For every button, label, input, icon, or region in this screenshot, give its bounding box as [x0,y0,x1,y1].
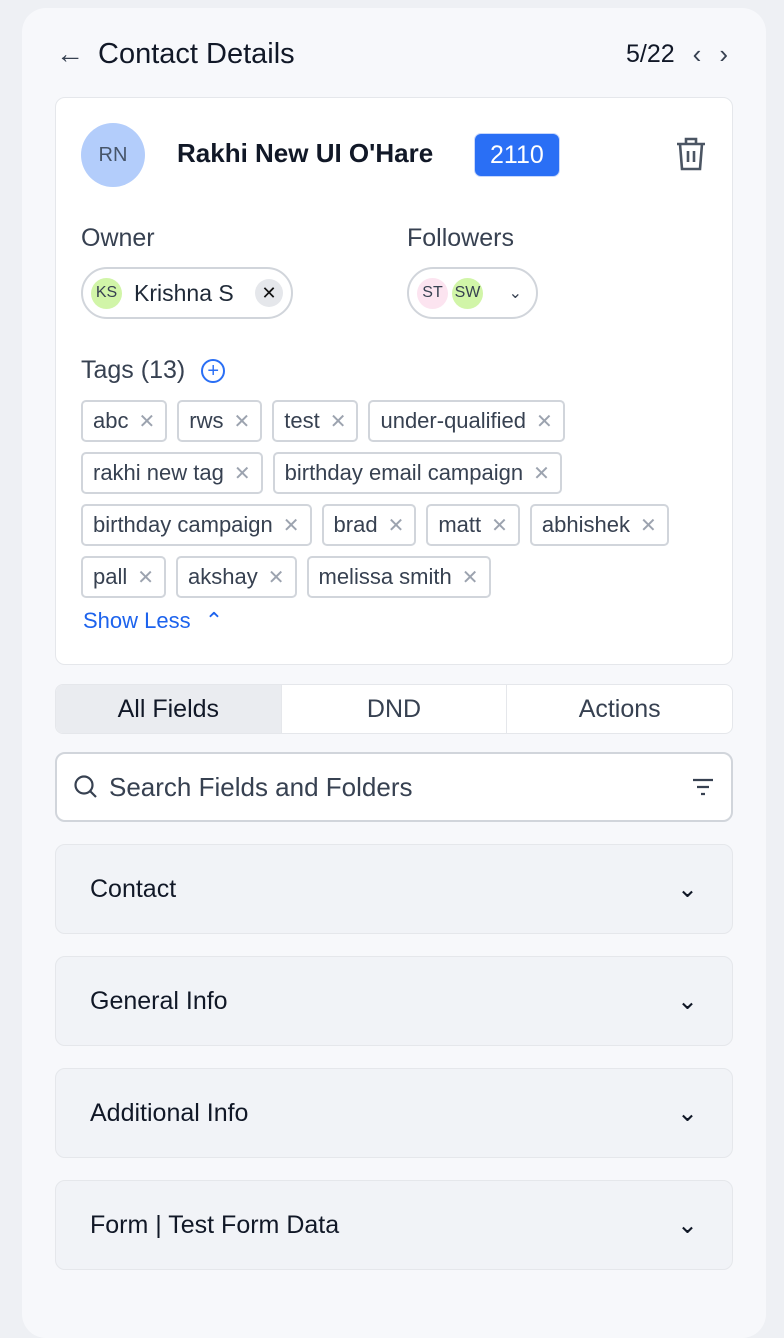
show-less-label: Show Less [83,608,191,633]
tags-label: Tags (13) [81,356,186,384]
tag-label: melissa smith [318,564,452,589]
chevron-up-icon: ⌃ [204,608,224,633]
remove-tag-icon[interactable]: ✕ [461,566,479,589]
follower-avatar: ST [417,277,448,309]
remove-tag-icon[interactable]: ✕ [640,514,657,537]
back-arrow-icon[interactable]: ← [56,38,84,69]
remove-tag-icon[interactable]: ✕ [282,514,300,537]
remove-tag-icon[interactable]: ✕ [533,462,550,485]
add-tag-icon[interactable]: + [201,358,226,383]
avatar: RN [81,123,145,187]
tag[interactable]: rws ✕ [177,400,263,442]
tag[interactable]: akshay ✕ [176,556,297,598]
tab-actions[interactable]: Actions [506,685,732,733]
followers-select[interactable]: ST SW ⌄ [407,267,538,319]
tag[interactable]: abhishek ✕ [529,504,669,546]
remove-tag-icon[interactable]: ✕ [137,566,155,589]
trash-icon[interactable] [674,136,708,172]
chevron-down-icon: ⌄ [677,1099,698,1127]
tab-all-fields[interactable]: All Fields [56,685,281,733]
header: ← Contact Details 5/22 ‹ › [56,32,728,76]
owner-avatar: KS [91,277,122,309]
section-title: Contact [90,874,177,903]
tag-label: brad [333,512,378,537]
section-contact[interactable]: Contact ⌄ [55,844,733,934]
remove-tag-icon[interactable]: ✕ [387,514,405,537]
tag-label: rws [189,408,224,433]
tag-label: abhishek [541,512,630,537]
tag-label: abc [93,408,129,433]
section-title: General Info [90,986,228,1015]
tag[interactable]: brad ✕ [321,504,417,546]
remove-tag-icon[interactable]: ✕ [267,566,285,589]
section-additional-info[interactable]: Additional Info ⌄ [55,1068,733,1158]
tag[interactable]: under-qualified ✕ [368,400,565,442]
tag-list: abc ✕ rws ✕ test ✕ under-qualified ✕ rakhi n… [81,400,711,598]
chevron-down-icon: ⌄ [677,987,698,1015]
search-placeholder: Search Fields and Folders [109,771,413,802]
contact-name: Rakhi New UI O'Hare [177,138,434,168]
tag[interactable]: rakhi new tag ✕ [81,452,263,494]
tag-label: matt [438,512,482,537]
remove-tag-icon[interactable]: ✕ [233,410,251,433]
tag-label: birthday campaign [93,512,273,537]
tag-label: rakhi new tag [93,460,224,485]
tag[interactable]: melissa smith ✕ [306,556,491,598]
remove-tag-icon[interactable]: ✕ [491,514,508,537]
tag[interactable]: test ✕ [272,400,359,442]
tag-label: akshay [188,564,258,589]
section-title: Additional Info [90,1098,249,1127]
id-badge: 2110 [474,133,560,177]
remove-tag-icon[interactable]: ✕ [536,410,553,433]
tag[interactable]: pall ✕ [81,556,167,598]
filter-icon[interactable] [691,777,715,797]
tag-label: test [284,408,320,433]
owner-name: Krishna S [134,279,234,306]
owner-label: Owner [81,224,155,252]
tab-bar: All Fields DND Actions [55,684,733,734]
contact-card: RN Rakhi New UI O'Hare 2110 Owner Follow… [55,97,733,665]
pager-count: 5/22 [625,39,675,68]
section-form-test-form-data[interactable]: Form | Test Form Data ⌄ [55,1180,733,1270]
remove-tag-icon[interactable]: ✕ [138,410,156,433]
tag[interactable]: birthday campaign ✕ [81,504,312,546]
search-input[interactable]: Search Fields and Folders [55,752,733,822]
chevron-down-icon: ⌄ [508,285,522,302]
tag-label: under-qualified [380,408,527,433]
remove-tag-icon[interactable]: ✕ [233,462,251,485]
tag[interactable]: abc ✕ [81,400,168,442]
page-title: Contact Details [98,37,295,70]
remove-tag-icon[interactable]: ✕ [329,410,347,433]
chevron-down-icon: ⌄ [677,1211,698,1239]
tag-label: birthday email campaign [284,460,524,485]
follower-avatar: SW [452,277,483,309]
section-title: Form | Test Form Data [90,1210,340,1239]
tag[interactable]: matt ✕ [426,504,520,546]
remove-owner-icon[interactable]: ✕ [255,279,283,307]
chevron-right-icon[interactable]: › [719,38,728,69]
show-less-link[interactable]: Show Less ⌃ [83,608,223,634]
chevron-left-icon[interactable]: ‹ [692,38,702,69]
owner-select[interactable]: KS Krishna S ✕ [81,267,293,319]
chevron-down-icon: ⌄ [677,875,698,903]
tag[interactable]: birthday email campaign ✕ [272,452,562,494]
section-general-info[interactable]: General Info ⌄ [55,956,733,1046]
search-icon [74,775,97,798]
tab-dnd[interactable]: DND [280,685,507,733]
tag-label: pall [93,564,128,589]
followers-label: Followers [407,224,514,252]
